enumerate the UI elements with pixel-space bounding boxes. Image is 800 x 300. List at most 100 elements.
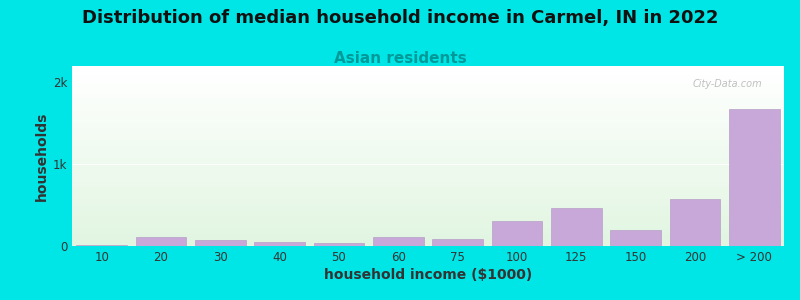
Bar bbox=[72, 240, 784, 241]
Bar bbox=[72, 181, 784, 182]
Bar bbox=[72, 66, 784, 67]
X-axis label: household income ($1000): household income ($1000) bbox=[324, 268, 532, 282]
Bar bbox=[72, 147, 784, 148]
Bar bbox=[77, 245, 127, 246]
Bar bbox=[72, 205, 784, 206]
Bar bbox=[72, 170, 784, 171]
Bar bbox=[72, 231, 784, 232]
Bar bbox=[72, 156, 784, 157]
Bar bbox=[72, 148, 784, 149]
Bar bbox=[72, 94, 784, 95]
Bar bbox=[72, 70, 784, 71]
Bar bbox=[72, 104, 784, 105]
Bar bbox=[72, 242, 784, 243]
Bar bbox=[72, 93, 784, 94]
Bar bbox=[72, 75, 784, 76]
Bar bbox=[72, 153, 784, 154]
Bar bbox=[72, 81, 784, 82]
Bar bbox=[72, 123, 784, 124]
Bar bbox=[72, 67, 784, 68]
Bar bbox=[72, 110, 784, 111]
Bar bbox=[72, 244, 784, 245]
Bar bbox=[72, 183, 784, 184]
Bar bbox=[670, 199, 720, 246]
Bar bbox=[72, 118, 784, 119]
Bar bbox=[72, 189, 784, 190]
Bar bbox=[72, 185, 784, 186]
Bar bbox=[72, 160, 784, 161]
Bar bbox=[72, 219, 784, 220]
Bar bbox=[72, 172, 784, 173]
Bar bbox=[492, 220, 542, 246]
Bar bbox=[72, 74, 784, 75]
Bar bbox=[72, 99, 784, 100]
Text: Distribution of median household income in Carmel, IN in 2022: Distribution of median household income … bbox=[82, 9, 718, 27]
Bar bbox=[72, 169, 784, 170]
Bar bbox=[72, 208, 784, 209]
Bar bbox=[72, 197, 784, 198]
Bar bbox=[72, 68, 784, 69]
Bar bbox=[72, 233, 784, 234]
Bar bbox=[72, 202, 784, 203]
Bar bbox=[72, 162, 784, 163]
Bar bbox=[72, 239, 784, 240]
Bar bbox=[72, 211, 784, 212]
Bar bbox=[72, 179, 784, 180]
Bar bbox=[72, 227, 784, 228]
Bar bbox=[72, 138, 784, 139]
Bar bbox=[72, 237, 784, 238]
Bar bbox=[72, 79, 784, 80]
Bar bbox=[72, 175, 784, 176]
Bar bbox=[72, 124, 784, 125]
Bar bbox=[72, 97, 784, 98]
Bar bbox=[72, 220, 784, 221]
Bar bbox=[72, 209, 784, 210]
Bar bbox=[72, 152, 784, 153]
Bar bbox=[373, 237, 423, 246]
Bar bbox=[72, 115, 784, 116]
Bar bbox=[72, 120, 784, 121]
Bar bbox=[72, 128, 784, 129]
Bar bbox=[72, 103, 784, 104]
Bar bbox=[72, 144, 784, 145]
Bar bbox=[551, 208, 602, 246]
Bar bbox=[72, 135, 784, 136]
Bar bbox=[72, 113, 784, 114]
Bar bbox=[72, 188, 784, 189]
Bar bbox=[72, 107, 784, 108]
Bar bbox=[72, 136, 784, 137]
Bar bbox=[72, 139, 784, 140]
Bar bbox=[72, 199, 784, 200]
Bar bbox=[72, 84, 784, 85]
Bar bbox=[72, 129, 784, 130]
Bar bbox=[72, 222, 784, 223]
Bar bbox=[72, 105, 784, 106]
Bar bbox=[72, 166, 784, 167]
Bar bbox=[72, 168, 784, 169]
Bar bbox=[72, 76, 784, 77]
Bar bbox=[72, 83, 784, 84]
Bar bbox=[72, 106, 784, 107]
Bar bbox=[72, 184, 784, 185]
Bar bbox=[72, 91, 784, 92]
Bar bbox=[72, 178, 784, 179]
Bar bbox=[72, 80, 784, 81]
Bar bbox=[72, 215, 784, 216]
Bar bbox=[72, 159, 784, 160]
Bar bbox=[72, 100, 784, 101]
Bar bbox=[72, 150, 784, 151]
Bar bbox=[72, 236, 784, 237]
Bar bbox=[72, 111, 784, 112]
Bar bbox=[72, 158, 784, 159]
Bar bbox=[72, 235, 784, 236]
Bar bbox=[72, 116, 784, 117]
Bar bbox=[72, 131, 784, 132]
Bar bbox=[72, 133, 784, 134]
Bar bbox=[72, 126, 784, 127]
Bar bbox=[72, 155, 784, 156]
Bar bbox=[72, 226, 784, 227]
Bar bbox=[72, 177, 784, 178]
Bar bbox=[72, 78, 784, 79]
Bar bbox=[72, 224, 784, 225]
Bar bbox=[72, 151, 784, 152]
